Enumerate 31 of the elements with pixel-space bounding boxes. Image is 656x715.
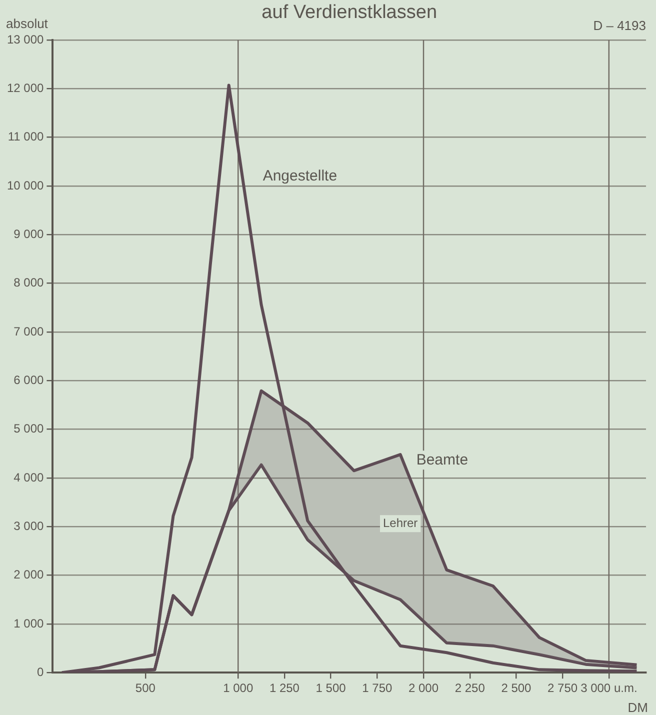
x-tick-label: 3 000 u.m. [580,681,638,696]
y-tick-label: 4 000 [14,470,44,484]
series-label: Beamte [416,452,468,469]
y-tick-label: 13 000 [7,32,44,46]
x-tick-label: 2 500 [501,681,532,696]
y-tick-label: 6 000 [14,372,44,387]
y-tick-label: 0 [37,664,44,679]
y-tick-label: 10 000 [7,178,44,192]
y-axis-title: absolut [6,16,48,31]
y-tick-label: 1 000 [14,616,44,630]
x-axis-title: DM [628,700,648,715]
x-tick-label: 500 [135,681,156,696]
x-tick-label: 1 750 [362,681,392,696]
y-tick-label: 8 000 [14,276,44,290]
y-tick-label: 5 000 [14,422,44,436]
x-tick-label: 1 000 [223,681,254,696]
x-tick-label: 2 750 [548,681,578,696]
series-label: Angestellte [262,167,338,184]
y-tick-label: 2 000 [14,568,44,582]
x-tick-label: 2 000 [408,681,439,696]
y-tick-label: 3 000 [14,518,44,533]
y-tick-label: 12 000 [7,80,44,95]
x-tick-label: 2 250 [454,681,486,696]
y-tick-label: 7 000 [14,324,44,338]
y-tick-label: 11 000 [8,130,44,144]
chart-title: auf Verdienstklassen [262,2,438,23]
x-tick-label: 1 250 [269,681,300,696]
y-tick-label: 9 000 [14,226,44,241]
x-tick-label: 1 500 [316,681,346,696]
text: D – 4193 [593,18,646,33]
annotation: Lehrer [382,516,418,530]
